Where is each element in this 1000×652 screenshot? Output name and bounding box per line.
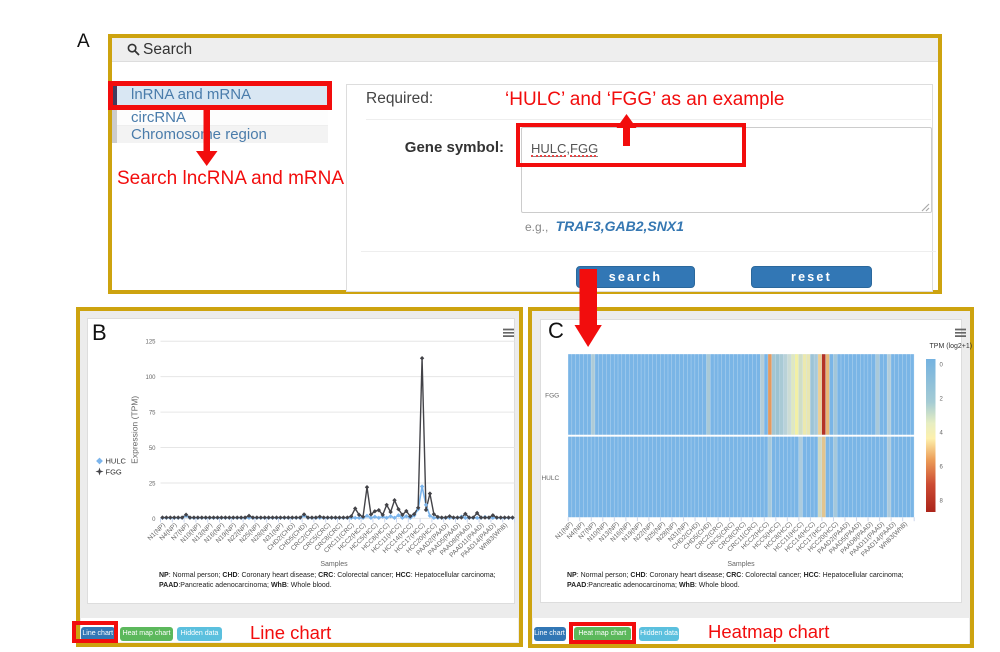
- svg-text:4: 4: [940, 431, 944, 437]
- svg-text:TPM (log2+1): TPM (log2+1): [930, 343, 973, 350]
- svg-text:6: 6: [940, 465, 944, 471]
- svg-text:0: 0: [940, 363, 944, 369]
- svg-text:0: 0: [152, 517, 156, 523]
- svg-text:HULC: HULC: [541, 475, 559, 482]
- svg-text:100: 100: [145, 375, 156, 381]
- svg-text:75: 75: [149, 411, 156, 417]
- svg-text:Samples: Samples: [727, 561, 755, 568]
- svg-text:50: 50: [149, 446, 156, 452]
- svg-text:2: 2: [940, 397, 944, 403]
- svg-text:Samples: Samples: [320, 561, 348, 568]
- svg-text:FGG: FGG: [545, 392, 559, 399]
- svg-text:8: 8: [940, 499, 944, 505]
- svg-text:125: 125: [145, 340, 156, 346]
- svg-text:Expression (TPM): Expression (TPM): [130, 396, 140, 464]
- svg-text:HULC: HULC: [106, 457, 127, 466]
- svg-text:25: 25: [149, 482, 156, 488]
- svg-text:FGG: FGG: [106, 468, 122, 477]
